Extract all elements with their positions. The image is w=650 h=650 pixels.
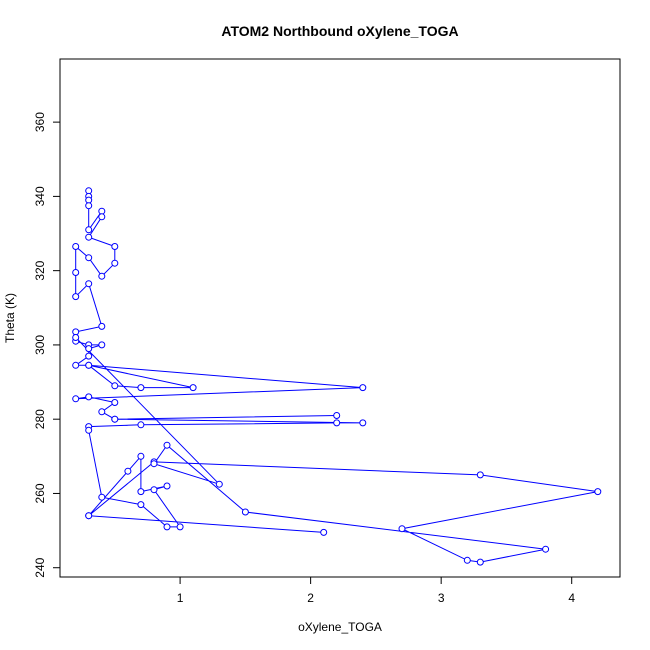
data-point (111, 382, 119, 390)
data-point (137, 384, 145, 392)
data-point (85, 202, 93, 210)
data-point (98, 272, 106, 280)
y-tick-label: 340 (33, 186, 47, 206)
data-point (111, 259, 119, 267)
data-point (359, 384, 367, 392)
data-point (85, 254, 93, 262)
y-tick-label: 280 (33, 409, 47, 429)
data-point (150, 460, 158, 468)
data-point (189, 384, 197, 392)
data-point (150, 486, 158, 494)
data-point (176, 523, 184, 531)
data-point (111, 243, 119, 250)
data-point (163, 482, 171, 490)
y-axis: 240 260 280 300 320 340 360 (33, 112, 60, 578)
data-point (163, 441, 171, 449)
x-axis: 1 2 3 4 (177, 577, 575, 605)
data-point (241, 508, 249, 516)
data-point (111, 399, 119, 406)
data-point (111, 415, 119, 423)
x-tick-label: 3 (438, 591, 445, 605)
data-point (98, 408, 106, 416)
data-point (594, 488, 602, 496)
x-tick-label: 4 (568, 591, 575, 605)
y-tick-label: 300 (33, 335, 47, 355)
data-point (72, 269, 80, 276)
data-point (476, 558, 484, 566)
y-tick-label: 360 (33, 112, 47, 132)
data-point (98, 213, 106, 221)
data-point (72, 334, 80, 341)
data-point (85, 233, 93, 241)
data-point (72, 361, 80, 369)
data-point (98, 341, 106, 349)
data-point (359, 419, 367, 427)
data-point (137, 421, 145, 429)
data-point (333, 412, 341, 419)
data-point (542, 545, 550, 553)
data-point (72, 293, 80, 301)
data-point (98, 493, 106, 501)
data-point (85, 345, 93, 353)
series-line (74, 190, 598, 563)
data-point (85, 226, 93, 234)
data-point (137, 488, 145, 496)
data-point (85, 352, 93, 360)
data-point (85, 426, 93, 434)
data-point (398, 525, 406, 533)
data-point (124, 467, 132, 475)
plot-frame (59, 58, 621, 578)
data-point (72, 243, 80, 250)
y-tick-label: 320 (33, 260, 47, 280)
data-point (85, 512, 93, 520)
data-point (72, 395, 80, 403)
data-point (85, 393, 93, 401)
data-point (320, 528, 328, 536)
data-point (85, 280, 93, 288)
data-point (215, 480, 223, 488)
chart-title: ATOM2 Northbound oXylene_TOGA (221, 23, 458, 39)
data-point (333, 419, 341, 427)
data-point (98, 322, 106, 330)
data-point (137, 452, 145, 460)
series-points (72, 187, 602, 566)
y-tick-label: 240 (33, 557, 47, 577)
data-point (463, 556, 471, 564)
x-axis-label: oXylene_TOGA (298, 620, 382, 634)
y-tick-label: 260 (33, 483, 47, 503)
y-axis-label: Theta (K) (3, 293, 17, 343)
x-tick-label: 2 (307, 591, 314, 605)
data-point (476, 471, 484, 479)
data-point (137, 501, 145, 509)
x-tick-label: 1 (177, 591, 184, 605)
data-point (85, 361, 93, 369)
data-point (163, 523, 171, 531)
